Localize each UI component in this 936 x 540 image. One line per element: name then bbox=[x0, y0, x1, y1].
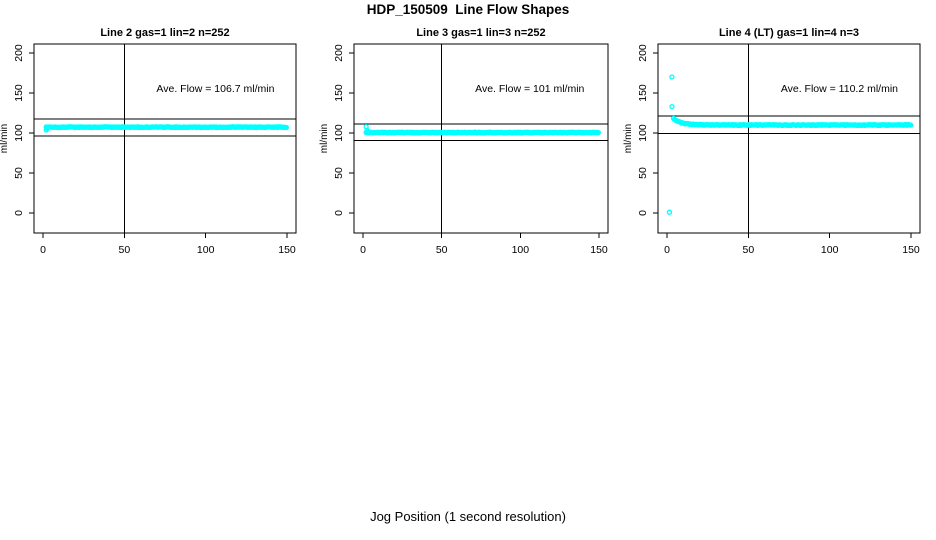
y-axis-label: ml/min bbox=[0, 124, 10, 153]
y-tick-label: 0 bbox=[13, 210, 25, 216]
plot-box bbox=[33, 43, 297, 234]
panel-line2-plot: 0 50 100 150 0 50 100 150 200 ml/min Line 2 gas=1 … bbox=[0, 27, 297, 256]
panel-line4-plot: 0 50 100 150 0 50 100 150 200 ml/min Line 4 (LT) g… bbox=[623, 27, 921, 256]
data-point bbox=[283, 124, 289, 131]
data-point bbox=[595, 129, 602, 136]
x-tick-label: 0 bbox=[40, 244, 46, 256]
y-tick-label: 0 bbox=[333, 210, 345, 216]
x-tick-label: 100 bbox=[197, 244, 215, 256]
panel-line3-plot: 0 50 100 150 0 50 100 150 200 ml/min Line 3 gas=1 … bbox=[319, 27, 609, 256]
panel-title: Line 3 gas=1 lin=3 n=252 bbox=[416, 27, 545, 39]
y-tick-label: 0 bbox=[637, 210, 649, 216]
y-tick-label: 200 bbox=[333, 44, 345, 62]
x-tick-label: 50 bbox=[436, 244, 448, 256]
x-tick-label: 0 bbox=[360, 244, 366, 256]
annotation-ave-flow: Ave. Flow = 106.7 ml/min bbox=[156, 83, 274, 95]
x-tick-label: 150 bbox=[278, 244, 296, 256]
x-tick-label: 50 bbox=[742, 244, 754, 256]
data-point bbox=[669, 74, 675, 80]
x-tick-label: 150 bbox=[590, 244, 608, 256]
x-tick-label: 150 bbox=[902, 244, 920, 256]
x-tick-label: 100 bbox=[512, 244, 530, 256]
y-tick-label: 100 bbox=[637, 124, 649, 142]
data-points bbox=[666, 74, 914, 215]
y-tick-label: 50 bbox=[13, 167, 25, 179]
x-tick-label: 100 bbox=[821, 244, 839, 256]
data-points bbox=[363, 123, 602, 136]
data-point bbox=[666, 209, 673, 215]
y-tick-label: 100 bbox=[333, 124, 345, 142]
panel-title: Line 2 gas=1 lin=2 n=252 bbox=[100, 27, 229, 39]
y-tick-label: 100 bbox=[13, 124, 25, 142]
figure-title: HDP_150509 Line Flow Shapes bbox=[366, 2, 570, 17]
y-tick-label: 150 bbox=[637, 84, 649, 102]
plot-box bbox=[657, 43, 921, 234]
y-tick-label: 50 bbox=[637, 167, 649, 179]
y-tick-label: 150 bbox=[13, 84, 25, 102]
annotation-ave-flow: Ave. Flow = 110.2 ml/min bbox=[781, 83, 898, 95]
y-tick-label: 150 bbox=[333, 84, 345, 102]
x-tick-label: 50 bbox=[118, 244, 130, 256]
plot-box bbox=[353, 43, 609, 234]
y-axis-label: ml/min bbox=[623, 124, 634, 153]
y-tick-label: 200 bbox=[637, 44, 649, 62]
data-point bbox=[669, 103, 675, 110]
x-axis-label: Jog Position (1 second resolution) bbox=[370, 509, 566, 524]
y-tick-label: 200 bbox=[13, 44, 25, 62]
y-axis-label: ml/min bbox=[319, 124, 330, 153]
data-points bbox=[43, 124, 289, 133]
y-tick-label: 50 bbox=[333, 167, 345, 179]
data-point bbox=[908, 122, 914, 128]
annotation-ave-flow: Ave. Flow = 101 ml/min bbox=[475, 83, 584, 95]
panel-title: Line 4 (LT) gas=1 lin=4 n=3 bbox=[719, 27, 859, 39]
x-tick-label: 0 bbox=[664, 244, 670, 256]
